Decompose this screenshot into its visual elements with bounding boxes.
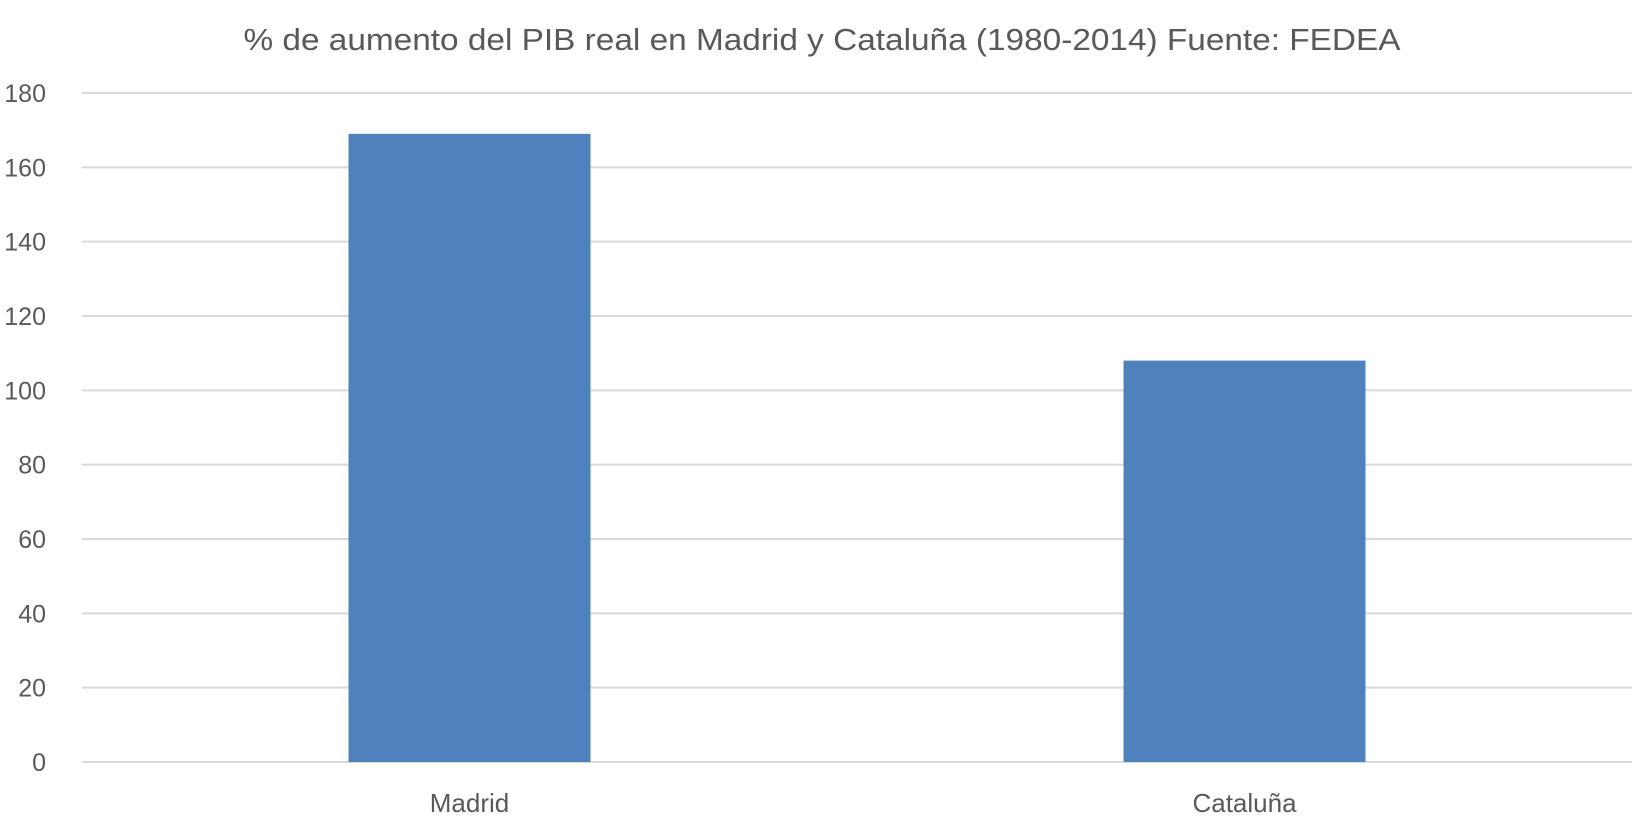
bar-madrid [348, 133, 591, 763]
y-tick-label: 60 [18, 526, 46, 554]
y-tick-label: 100 [4, 377, 46, 405]
x-tick-label: Madrid [430, 788, 509, 818]
y-tick-label: 80 [18, 452, 46, 480]
y-tick-label: 160 [4, 154, 46, 182]
chart-title: % de aumento del PIB real en Madrid y Ca… [244, 22, 1401, 57]
bars [348, 133, 1366, 763]
y-tick-label: 140 [4, 229, 46, 257]
x-tick-label: Cataluña [1192, 788, 1297, 818]
gridlines [82, 92, 1632, 763]
y-tick-label: 40 [18, 600, 46, 628]
y-axis-ticks: 0 20 40 60 80 100 120 140 160 180 [4, 80, 46, 777]
y-tick-label: 0 [32, 749, 46, 777]
y-tick-label: 20 [18, 675, 46, 703]
y-tick-label: 180 [4, 80, 46, 108]
x-axis-labels: Madrid Cataluña [430, 788, 1297, 818]
bar-cataluña [1123, 360, 1366, 762]
y-tick-label: 120 [4, 303, 46, 331]
